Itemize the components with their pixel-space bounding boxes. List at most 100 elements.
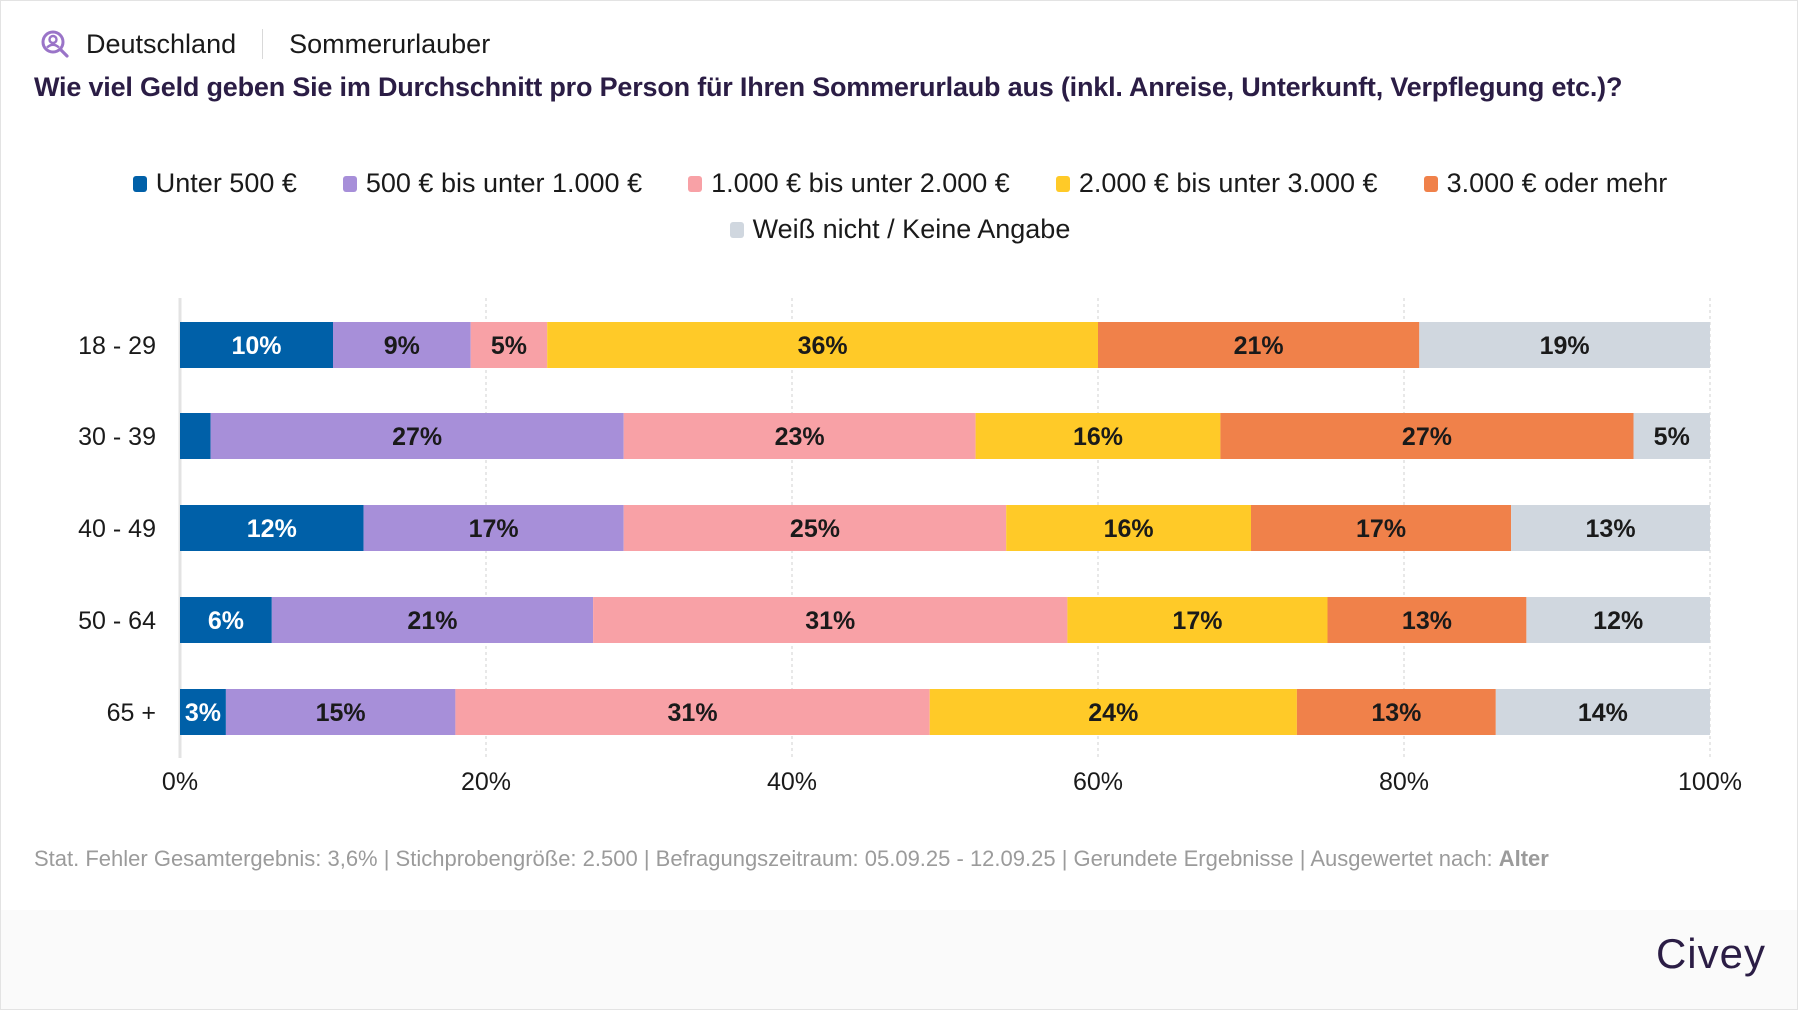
bar-segment — [180, 413, 211, 459]
legend-item[interactable]: 500 € bis unter 1.000 € — [342, 168, 643, 199]
bar-segment — [210, 413, 624, 459]
bar-segment — [333, 322, 471, 368]
data-label: 17% — [1356, 515, 1406, 543]
header: Deutschland Sommerurlauber — [40, 26, 490, 62]
legend-swatch — [342, 175, 357, 192]
data-label: 6% — [208, 607, 244, 635]
bar-segment — [1495, 689, 1710, 735]
bar-segment — [363, 505, 624, 551]
bar-segment — [975, 413, 1221, 459]
data-label: 13% — [1402, 607, 1452, 635]
data-label: 13% — [1371, 699, 1421, 727]
data-label: 36% — [798, 332, 848, 360]
data-label: 9% — [384, 332, 420, 360]
legend-swatch — [1423, 175, 1438, 192]
bar-segment — [1098, 322, 1420, 368]
data-label: 12% — [1593, 607, 1643, 635]
bar-segment — [929, 689, 1297, 735]
bar-segment — [1067, 597, 1328, 643]
data-label: 27% — [392, 423, 442, 451]
data-label: 16% — [1073, 423, 1123, 451]
header-divider — [262, 29, 264, 59]
data-label: 12% — [247, 515, 297, 543]
data-label: 10% — [231, 332, 281, 360]
brand-logo: Civey — [1655, 930, 1766, 977]
legend-item[interactable]: 2.000 € bis unter 3.000 € — [1055, 168, 1378, 199]
bar-segment — [455, 689, 930, 735]
bar-segment — [180, 322, 333, 368]
legend-label: 2.000 € bis unter 3.000 € — [1078, 168, 1378, 198]
legend-item[interactable]: Unter 500 € — [132, 168, 297, 199]
data-label: 15% — [316, 699, 366, 727]
legend-item[interactable]: 3.000 € oder mehr — [1423, 168, 1668, 199]
data-label: 25% — [790, 515, 840, 543]
legend-label: Weiß nicht / Keine Angabe — [752, 214, 1071, 244]
legend-row-1: Unter 500 € 500 € bis unter 1.000 € 1.000 … — [0, 168, 1800, 199]
legend-row-2: Weiß nicht / Keine Angabe — [0, 214, 1800, 245]
bar-segment — [1419, 322, 1710, 368]
category-label: 30 - 39 — [78, 423, 156, 451]
legend-swatch — [688, 175, 703, 192]
legend-swatch — [132, 175, 147, 192]
legend-swatch — [1055, 175, 1070, 192]
user-search-icon — [40, 29, 70, 59]
bar-segment — [1296, 689, 1496, 735]
category-label: 40 - 49 — [78, 515, 156, 543]
x-tick-label: 100% — [1678, 768, 1742, 796]
data-label: 31% — [805, 607, 855, 635]
x-tick-label: 0% — [162, 768, 198, 796]
x-tick-label: 60% — [1073, 768, 1123, 796]
stacked-bar-chart: 0% 20% 40% 60% 80% 100% 18 - 29 10% 9% 5% 36% 21% 19… — [78, 298, 1742, 796]
legend-label: Unter 500 € — [155, 168, 297, 198]
bar-segment — [1006, 505, 1251, 551]
data-label: 19% — [1540, 332, 1590, 360]
x-tick-label: 20% — [461, 768, 511, 796]
bar-segment — [593, 597, 1068, 643]
data-label: 21% — [407, 607, 457, 635]
bar-segment — [180, 689, 226, 735]
bar-segment — [1526, 597, 1710, 643]
data-label: 16% — [1104, 515, 1154, 543]
bar-segment — [470, 322, 548, 368]
footer-band — [1, 910, 1797, 1009]
data-label: 5% — [491, 332, 527, 360]
legend-label: 3.000 € oder mehr — [1446, 168, 1668, 198]
region-label: Deutschland — [86, 28, 237, 59]
data-label: 23% — [775, 423, 825, 451]
data-label: 27% — [1402, 423, 1452, 451]
footer-meta: Stat. Fehler Gesamtergebnis: 3,6% | Stic… — [34, 846, 1549, 872]
legend-label: 500 € bis unter 1.000 € — [365, 168, 643, 198]
bar-segment — [271, 597, 594, 643]
bar-segment — [1511, 505, 1710, 551]
bar-segment — [180, 597, 272, 643]
legend-item[interactable]: 1.000 € bis unter 2.000 € — [688, 168, 1010, 199]
data-label: 5% — [1654, 423, 1690, 451]
legend-item[interactable]: Weiß nicht / Keine Angabe — [729, 214, 1071, 245]
data-label: 21% — [1234, 332, 1284, 360]
bar-segment — [1633, 413, 1710, 459]
bar-segment — [623, 413, 976, 459]
x-tick-label: 80% — [1379, 768, 1429, 796]
data-label: 31% — [668, 699, 718, 727]
footer-grouping: Alter — [1498, 846, 1549, 871]
bar-segment — [225, 689, 456, 735]
data-label: 17% — [1172, 607, 1222, 635]
data-label: 24% — [1088, 699, 1138, 727]
category-label: 50 - 64 — [78, 607, 156, 635]
category-label: 65 + — [107, 699, 156, 727]
bar-segment — [180, 505, 364, 551]
data-label: 13% — [1586, 515, 1636, 543]
bar-segment — [1220, 413, 1634, 459]
category-label: 18 - 29 — [78, 332, 156, 360]
bar-segment — [547, 322, 1098, 368]
data-label: 14% — [1578, 699, 1628, 727]
question-title: Wie viel Geld geben Sie im Durchschnitt … — [34, 72, 1623, 102]
legend-swatch — [729, 221, 744, 238]
legend-label: 1.000 € bis unter 2.000 € — [711, 168, 1010, 198]
audience-label: Sommerurlauber — [289, 28, 491, 59]
bar-segment — [1327, 597, 1527, 643]
footer-meta-text: Stat. Fehler Gesamtergebnis: 3,6% | Stic… — [34, 846, 1499, 871]
bar-segment — [623, 505, 1007, 551]
data-label: 17% — [469, 515, 519, 543]
bar-segment — [1251, 505, 1512, 551]
